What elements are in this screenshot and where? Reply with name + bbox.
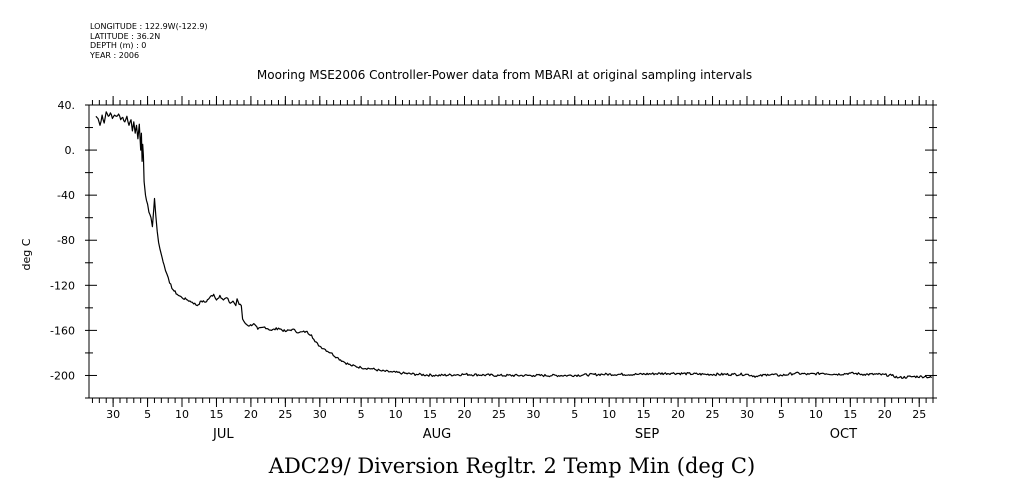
- x-tick-label: 20: [457, 408, 471, 421]
- y-tick-label: -40: [57, 189, 75, 202]
- y-tick-label: 40.: [58, 99, 76, 112]
- y-tick-label: -160: [50, 324, 75, 337]
- longitude-label: LONGITUDE : 122.9W(-122.9): [90, 22, 208, 31]
- x-tick-label: 15: [843, 408, 857, 421]
- month-labels: JUL AUG SEP OCT: [212, 427, 857, 442]
- month-label: JUL: [212, 427, 234, 442]
- x-tick-label: 15: [423, 408, 437, 421]
- chart-caption: ADC29/ Diversion Regltr. 2 Temp Min (deg…: [268, 454, 756, 478]
- y-tick-label: -200: [50, 369, 75, 382]
- x-tick-label: 30: [526, 408, 540, 421]
- latitude-label: LATITUDE : 36.2N: [90, 31, 161, 41]
- depth-label: DEPTH (m) : 0: [90, 41, 147, 51]
- x-tick-label: 5: [144, 408, 151, 421]
- x-tick-label: 30: [313, 408, 327, 421]
- x-tick-label: 20: [878, 408, 892, 421]
- y-tick-labels: 40. 0. -40 -80 -120 -160 -200: [50, 99, 75, 382]
- x-tick-label: 5: [571, 408, 578, 421]
- x-tick-label: 10: [602, 408, 616, 421]
- x-tick-labels: 30 5 10 15 20 25 30 5 10 15 20 25 30 5 10 15 20 25 30 5 10 15…: [106, 408, 926, 421]
- x-tick-label: 25: [492, 408, 506, 421]
- x-tick-label: 10: [389, 408, 403, 421]
- y-tick-label: 0.: [65, 144, 76, 157]
- x-tick-label: 30: [106, 408, 120, 421]
- x-tick-label: 15: [637, 408, 651, 421]
- tick-marks: [85, 96, 937, 407]
- chart-title: Mooring MSE2006 Controller-Power data fr…: [256, 68, 753, 82]
- month-label: OCT: [830, 427, 857, 442]
- x-tick-label: 5: [358, 408, 365, 421]
- y-axis-label: deg C: [20, 238, 33, 270]
- y-tick-label: -120: [50, 279, 75, 292]
- x-tick-label: 10: [175, 408, 189, 421]
- x-tick-label: 25: [706, 408, 720, 421]
- series-line: [95, 111, 933, 379]
- x-tick-label: 25: [912, 408, 926, 421]
- x-tick-label: 30: [740, 408, 754, 421]
- station-metadata: LONGITUDE : 122.9W(-122.9) LATITUDE : 36…: [90, 22, 208, 60]
- plot-frame: [88, 104, 934, 399]
- x-tick-label: 5: [778, 408, 785, 421]
- x-tick-label: 25: [278, 408, 292, 421]
- x-tick-label: 20: [244, 408, 258, 421]
- y-tick-label: -80: [57, 234, 75, 247]
- month-label: AUG: [423, 427, 451, 442]
- x-tick-label: 15: [209, 408, 223, 421]
- month-label: SEP: [635, 427, 659, 442]
- year-label: YEAR : 2006: [90, 50, 140, 60]
- x-tick-label: 20: [671, 408, 685, 421]
- x-tick-label: 10: [809, 408, 823, 421]
